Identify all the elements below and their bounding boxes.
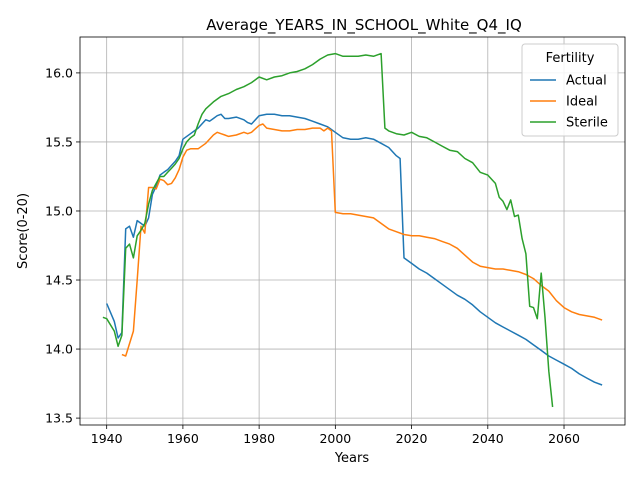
x-tick-label: 2060 — [548, 431, 580, 446]
y-tick-label: 15.0 — [45, 203, 73, 218]
y-tick-label: 16.0 — [45, 65, 73, 80]
x-tick-label: 1980 — [243, 431, 275, 446]
series-line-actual — [106, 113, 603, 386]
series-line-ideal — [121, 123, 603, 357]
y-tick-label: 14.0 — [45, 342, 73, 357]
y-axis: 13.5 14.0 14.5 15.0 15.5 16.0 — [45, 65, 80, 426]
x-tick-label: 1960 — [167, 431, 199, 446]
legend-box — [521, 43, 619, 137]
x-tick-label: 2040 — [472, 431, 504, 446]
y-tick-label: 14.5 — [45, 273, 73, 288]
legend-label-sterile: Sterile — [566, 116, 608, 131]
x-axis-title: Years — [334, 451, 370, 466]
plot-area-frame — [79, 36, 626, 426]
x-axis: 1940 1960 1980 2000 2020 2040 2060 — [91, 425, 580, 446]
legend-label-actual: Actual — [566, 74, 607, 89]
legend-label-ideal: Ideal — [566, 95, 598, 110]
y-tick-label: 13.5 — [45, 411, 73, 426]
x-tick-label: 2000 — [319, 431, 351, 446]
chart-title: Average_YEARS_IN_SCHOOL_White_Q4_IQ — [206, 16, 522, 35]
legend: Fertility Actual Ideal Sterile — [521, 43, 619, 137]
series-lines — [102, 52, 603, 408]
legend-title: Fertility — [546, 51, 595, 66]
y-tick-label: 15.5 — [45, 134, 73, 149]
y-axis-title: Score(0-20) — [16, 193, 31, 269]
series-line-sterile — [102, 52, 554, 408]
x-tick-label: 2020 — [396, 431, 428, 446]
x-tick-label: 1940 — [91, 431, 123, 446]
